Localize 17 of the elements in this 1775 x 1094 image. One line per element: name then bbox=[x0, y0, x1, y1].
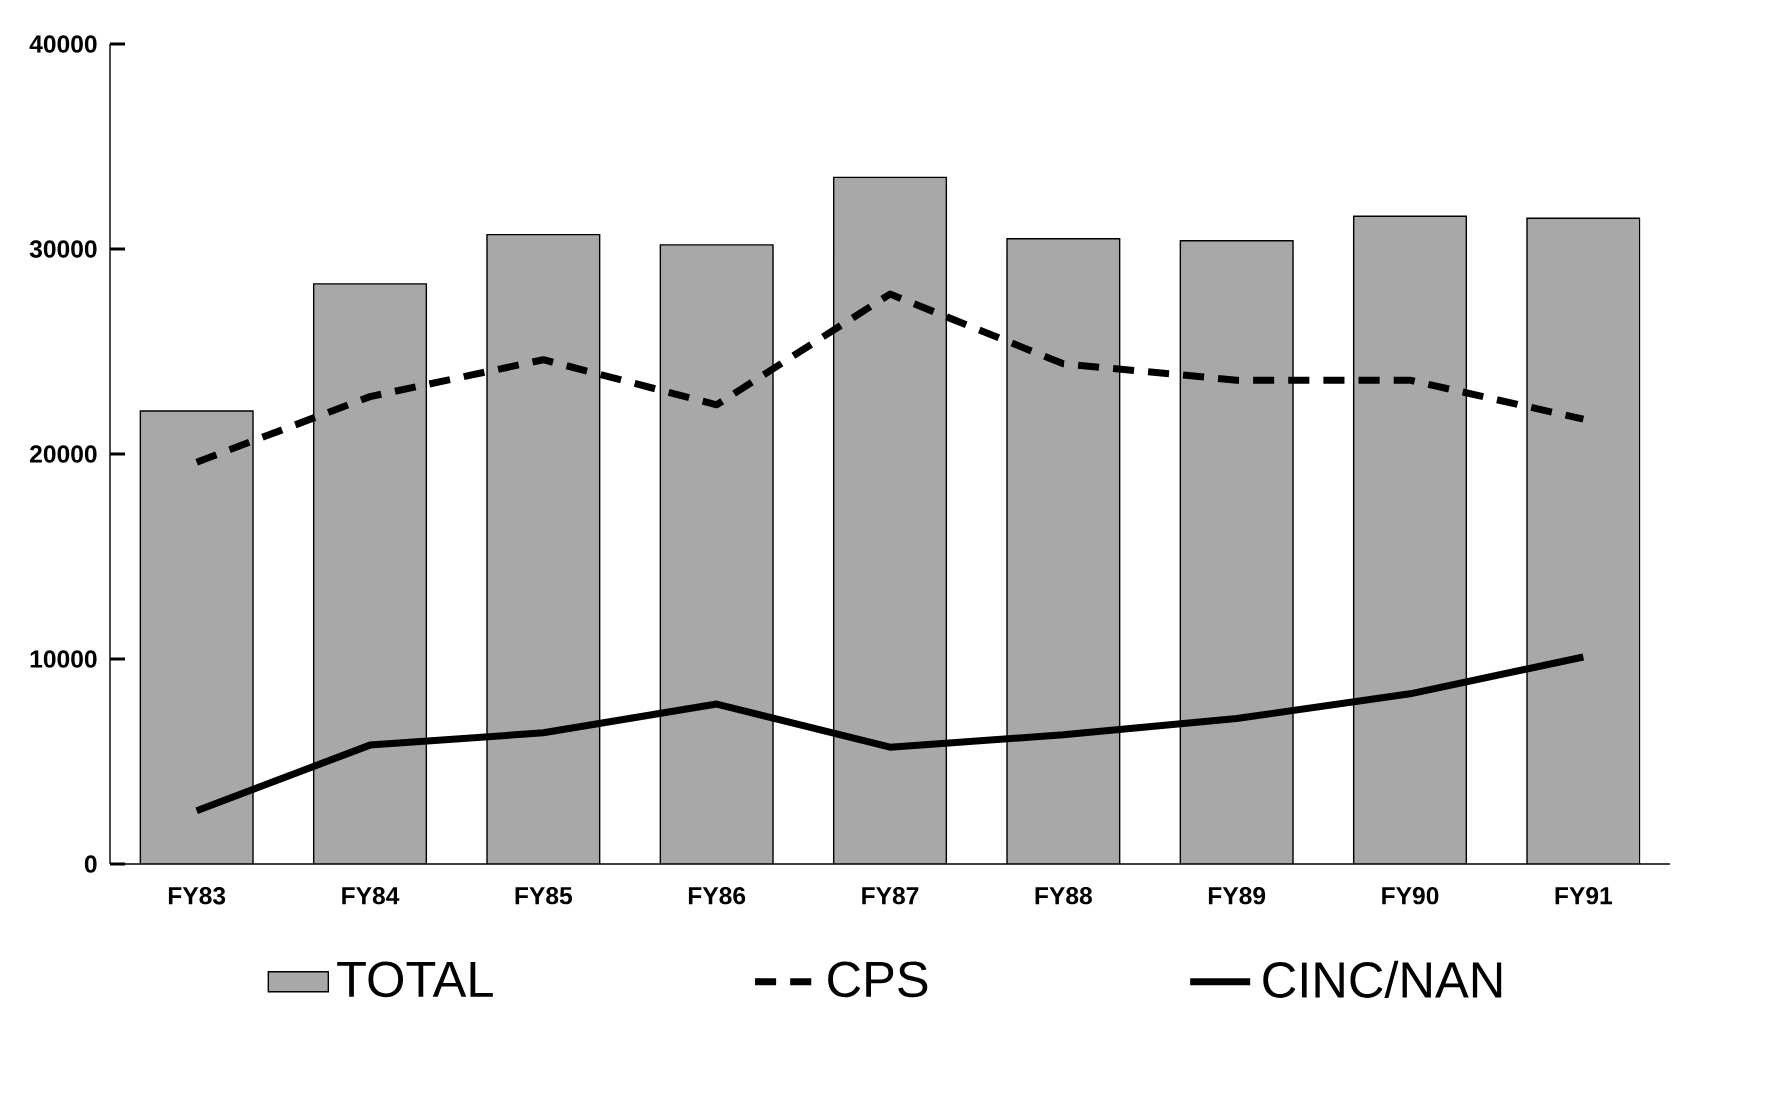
x-tick-label: FY83 bbox=[168, 886, 226, 905]
legend-label: CINC/NAN bbox=[1263, 960, 1502, 998]
x-tick-label: FY87 bbox=[862, 886, 919, 905]
legend-label: TOTAL bbox=[337, 961, 493, 998]
x-tick-label: FY90 bbox=[1382, 886, 1439, 905]
x-tick-label: FY84 bbox=[342, 886, 400, 905]
y-tick-label: 40000 bbox=[29, 35, 97, 53]
x-tick-label: FY86 bbox=[688, 886, 746, 905]
x-tick-label: FY89 bbox=[1208, 886, 1266, 905]
x-tick-label: FY85 bbox=[515, 886, 573, 905]
y-tick-label: 0 bbox=[84, 855, 97, 873]
x-tick-label: FY91 bbox=[1555, 886, 1613, 905]
x-tick-label: FY88 bbox=[1035, 886, 1092, 905]
y-tick-label: 20000 bbox=[30, 445, 97, 463]
y-tick-label: 10000 bbox=[30, 650, 97, 668]
y-tick-label: 30000 bbox=[29, 240, 97, 258]
legend-label: CPS bbox=[828, 961, 928, 998]
